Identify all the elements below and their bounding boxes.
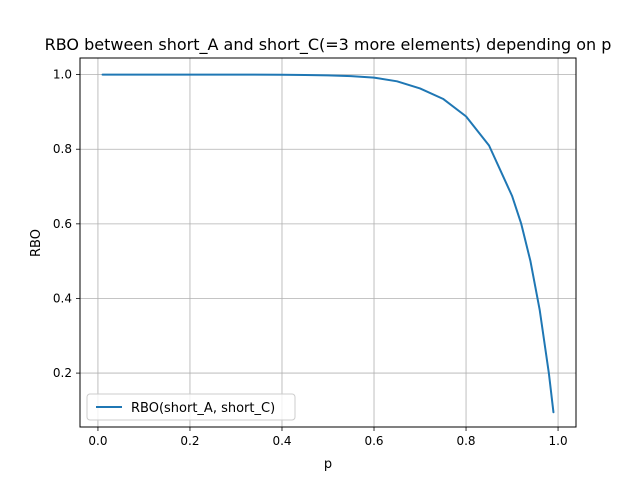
y-tick-label: 1.0 [53, 68, 72, 82]
series-layer [101, 73, 555, 414]
legend-box [86, 393, 296, 421]
x-tick-label: 0.4 [272, 434, 291, 448]
legend-label: RBO(short_A, short_C) [131, 401, 275, 416]
x-tick-label: 0.2 [180, 434, 199, 448]
x-tick-label: 1.0 [549, 434, 568, 448]
x-tick-label: 0.0 [88, 434, 107, 448]
x-axis-label: p [324, 457, 332, 472]
x-tick-label: 0.6 [364, 434, 383, 448]
y-tick-label: 0.2 [53, 366, 72, 380]
y-axis-label: RBO [29, 229, 44, 257]
plot-frame [79, 57, 577, 428]
ticks: 0.0 0.2 0.4 0.6 0.8 1.0 0.2 0.4 0.6 0.8 1.0 [53, 68, 568, 448]
legend: RBO(short_A, short_C) [86, 393, 296, 421]
x-tick-label: 0.8 [456, 434, 475, 448]
y-tick-label: 0.4 [53, 291, 72, 305]
chart-title: RBO between short_A and short_C(=3 more … [45, 35, 612, 55]
y-tick-label: 0.6 [53, 217, 72, 231]
series-line-0 [101, 73, 555, 414]
y-tick-label: 0.8 [53, 142, 72, 156]
